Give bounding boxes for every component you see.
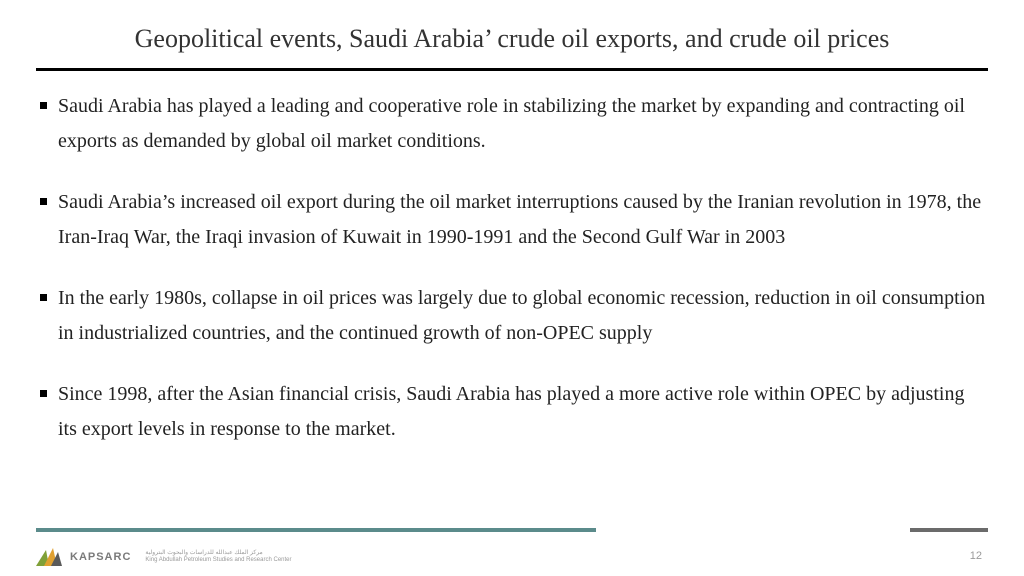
footer-bar-grey xyxy=(910,528,988,532)
slide-title: Geopolitical events, Saudi Arabia’ crude… xyxy=(36,24,988,54)
kapsarc-logo-text: KAPSARC xyxy=(70,551,131,563)
footer-accent-bar xyxy=(36,528,988,532)
bullet-item: Saudi Arabia’s increased oil export duri… xyxy=(40,185,988,255)
bullet-list: Saudi Arabia has played a leading and co… xyxy=(36,89,988,447)
footer-bar-gap xyxy=(596,528,910,532)
slide: Geopolitical events, Saudi Arabia’ crude… xyxy=(0,0,1024,576)
kapsarc-logo-subtitle: مركز الملك عبدالله للدراسات والبحوث البت… xyxy=(145,550,291,563)
kapsarc-logo-icon xyxy=(36,548,62,566)
page-number: 12 xyxy=(970,550,982,562)
footer-bar-teal xyxy=(36,528,596,532)
title-rule xyxy=(36,68,988,71)
footer-logo: KAPSARC مركز الملك عبدالله للدراسات والب… xyxy=(36,548,292,566)
footer: KAPSARC مركز الملك عبدالله للدراسات والب… xyxy=(0,528,1024,576)
bullet-item: Since 1998, after the Asian financial cr… xyxy=(40,377,988,447)
bullet-item: In the early 1980s, collapse in oil pric… xyxy=(40,281,988,351)
logo-sub-arabic: مركز الملك عبدالله للدراسات والبحوث البت… xyxy=(145,550,262,556)
logo-sub-english: King Abdullah Petroleum Studies and Rese… xyxy=(145,557,291,563)
bullet-item: Saudi Arabia has played a leading and co… xyxy=(40,89,988,159)
